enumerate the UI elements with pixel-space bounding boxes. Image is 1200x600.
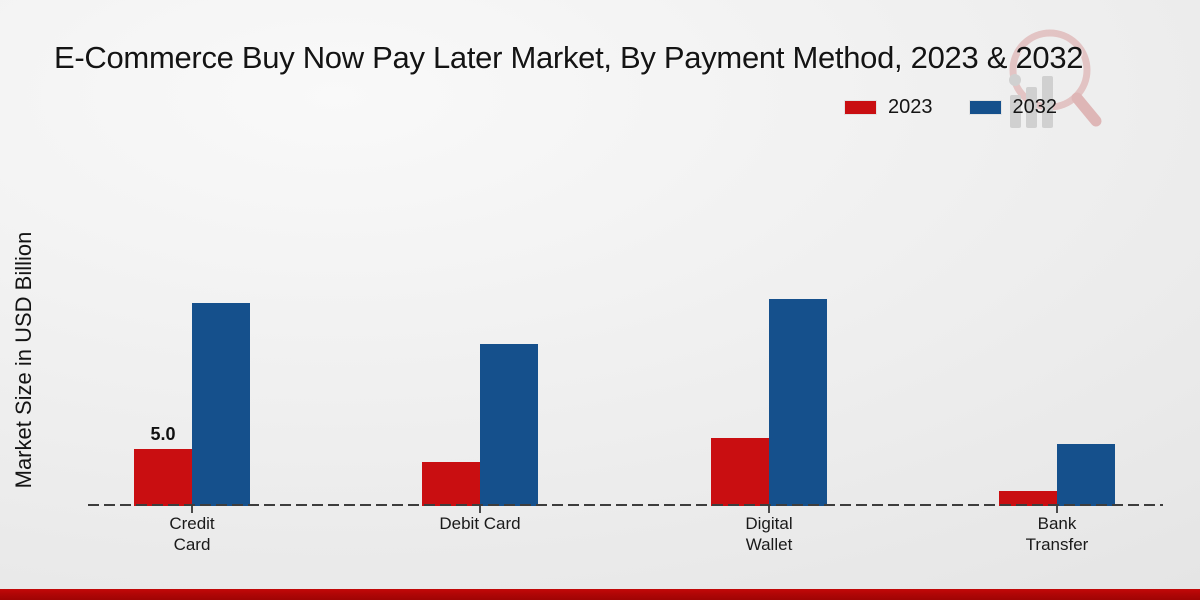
- bar-2023-bank-transfer: [999, 491, 1057, 506]
- bar-2032-credit-card: [192, 303, 250, 506]
- footer-banner: [0, 589, 1200, 600]
- legend: 2023 2032: [844, 96, 1057, 119]
- legend-item-2023: 2023: [844, 96, 933, 119]
- brand-watermark-logo: [1009, 29, 1102, 128]
- x-axis-tick: [1056, 506, 1058, 513]
- y-axis-label: Market Size in USD Billion: [11, 231, 36, 489]
- x-axis-tick: [479, 506, 481, 513]
- chart-title: E-Commerce Buy Now Pay Later Market, By …: [54, 40, 1084, 75]
- watermark-bar-icon: [1010, 95, 1021, 128]
- legend-swatch-2032-icon: [968, 100, 1002, 115]
- x-axis-baseline: [88, 504, 1163, 506]
- watermark-dot-icon: [1009, 74, 1021, 86]
- bar-2032-bank-transfer: [1057, 444, 1115, 506]
- x-axis-tick: [768, 506, 770, 513]
- bar-2032-debit-card: [480, 344, 538, 506]
- bar-2032-digital-wallet: [769, 299, 827, 506]
- category-label-digital-wallet: Digital Wallet: [745, 514, 793, 554]
- legend-label-2032: 2032: [1012, 96, 1058, 118]
- category-label-credit-card: Credit Card: [169, 514, 215, 554]
- bar-2023-credit-card: [134, 449, 192, 506]
- magnifier-handle-icon: [1071, 92, 1102, 127]
- legend-swatch-2023-icon: [844, 100, 877, 115]
- category-label-debit-card: Debit Card: [439, 514, 521, 533]
- x-axis-tick: [191, 506, 193, 513]
- category-label-bank-transfer: Bank Transfer: [1025, 514, 1089, 554]
- watermark-bar-icon: [1042, 76, 1053, 128]
- watermark-bar-icon: [1026, 87, 1037, 128]
- legend-item-2032: 2032: [968, 96, 1058, 119]
- legend-label-2023: 2023: [888, 96, 933, 118]
- bar-value-label: 5.0: [150, 424, 176, 444]
- bar-2023-digital-wallet: [711, 438, 769, 506]
- bar-2023-debit-card: [422, 462, 480, 506]
